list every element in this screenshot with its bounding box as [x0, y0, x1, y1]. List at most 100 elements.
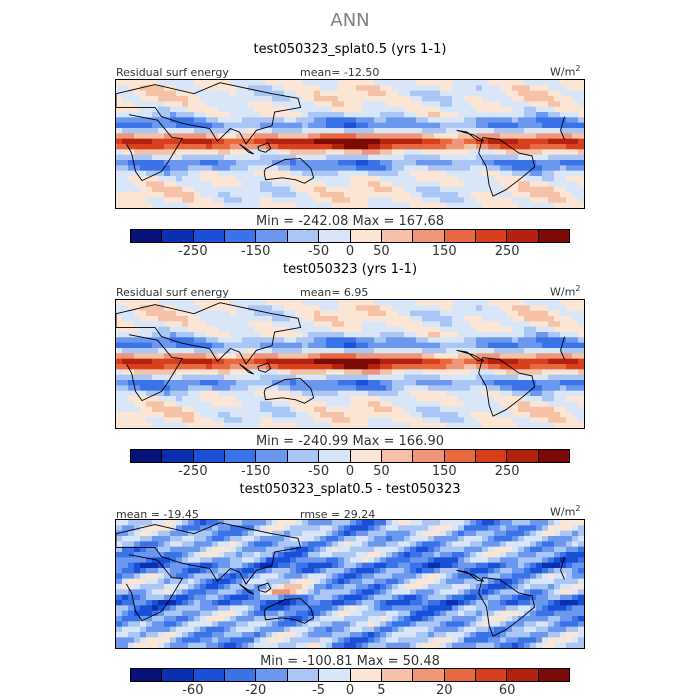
map-cell — [242, 541, 249, 548]
map-cell — [200, 80, 207, 86]
map-cell — [488, 568, 495, 574]
map-cell — [362, 568, 369, 574]
map-cell — [350, 310, 357, 317]
map-cell — [158, 358, 165, 365]
map-cell — [374, 374, 381, 381]
map-cell — [476, 342, 483, 349]
map-cell — [164, 536, 171, 542]
map-cell — [434, 348, 441, 354]
map-cell — [308, 90, 315, 97]
map-cell — [494, 584, 501, 590]
map-cell — [482, 197, 489, 204]
map-cell — [260, 300, 267, 306]
map-cell — [512, 112, 519, 118]
map-cell — [296, 578, 303, 585]
map-cell — [242, 557, 249, 564]
map-cell — [146, 316, 153, 322]
map-cell — [158, 80, 165, 86]
map-cell — [554, 342, 561, 349]
map-cell — [284, 96, 291, 102]
map-cell — [452, 369, 459, 376]
map-cell — [134, 406, 141, 413]
map-cell — [410, 584, 417, 590]
map-cell — [506, 589, 513, 596]
map-cell — [524, 369, 531, 376]
map-cell — [326, 380, 333, 386]
map-cell — [560, 154, 567, 161]
map-cell — [290, 305, 297, 312]
map-cell — [344, 80, 351, 86]
map-cell — [500, 530, 507, 537]
map-cell — [404, 406, 411, 413]
map-cell — [302, 557, 309, 564]
map-cell — [248, 90, 255, 97]
map-cell — [524, 138, 531, 145]
map-cell — [146, 96, 153, 102]
map-cell — [296, 568, 303, 574]
map-cell — [470, 96, 477, 102]
map-cell — [392, 374, 399, 381]
map-cell — [290, 202, 297, 208]
map-cell — [176, 186, 183, 193]
map-cell — [344, 568, 351, 574]
map-cell — [170, 417, 177, 424]
map-cell — [446, 321, 453, 328]
map-cell — [266, 520, 273, 526]
map-cell — [494, 385, 501, 392]
map-cell — [386, 80, 393, 86]
map-cell — [326, 396, 333, 402]
map-cell — [344, 186, 351, 193]
map-cell — [302, 197, 309, 204]
map-cell — [206, 96, 213, 102]
map-cell — [350, 170, 357, 177]
map-cell — [560, 332, 567, 338]
map-cell — [170, 578, 177, 585]
map-cell — [512, 321, 519, 328]
map-cell — [230, 573, 237, 580]
map-cell — [560, 406, 567, 413]
map-cell — [458, 117, 465, 124]
map-cell — [338, 417, 345, 424]
map-cell — [278, 401, 285, 408]
map-cell — [332, 117, 339, 124]
map-cell — [560, 525, 567, 532]
map-cell — [578, 101, 584, 108]
map-cell — [308, 552, 315, 558]
map-cell — [248, 202, 255, 208]
map-cell — [326, 594, 333, 601]
map-cell — [404, 348, 411, 354]
map-cell — [218, 326, 225, 333]
map-cell — [392, 181, 399, 188]
map-cell — [368, 385, 375, 392]
map-cell — [386, 406, 393, 413]
map-cell — [212, 332, 219, 338]
map-cell — [140, 562, 147, 569]
map-cell — [374, 578, 381, 585]
map-cell — [542, 589, 549, 596]
map-cell — [140, 380, 147, 386]
map-cell — [464, 316, 471, 322]
map-cell — [188, 557, 195, 564]
map-cell — [356, 358, 363, 365]
map-cell — [326, 90, 333, 97]
map-cell — [500, 396, 507, 402]
map-cell — [368, 594, 375, 601]
map-cell — [470, 138, 477, 145]
map-cell — [494, 128, 501, 134]
map-cell — [482, 578, 489, 585]
map-cell — [176, 300, 183, 306]
map-cell — [380, 396, 387, 402]
map-cell — [530, 321, 537, 328]
map-cell — [506, 520, 513, 526]
map-cell — [572, 112, 579, 118]
map-cell — [440, 96, 447, 102]
map-cell — [428, 138, 435, 145]
map-cell — [122, 374, 129, 381]
map-cell — [296, 80, 303, 86]
map-cell — [248, 138, 255, 145]
map-cell — [200, 396, 207, 402]
map-cell — [530, 117, 537, 124]
map-cell — [464, 186, 471, 193]
map-cell — [170, 112, 177, 118]
map-cell — [392, 202, 399, 208]
